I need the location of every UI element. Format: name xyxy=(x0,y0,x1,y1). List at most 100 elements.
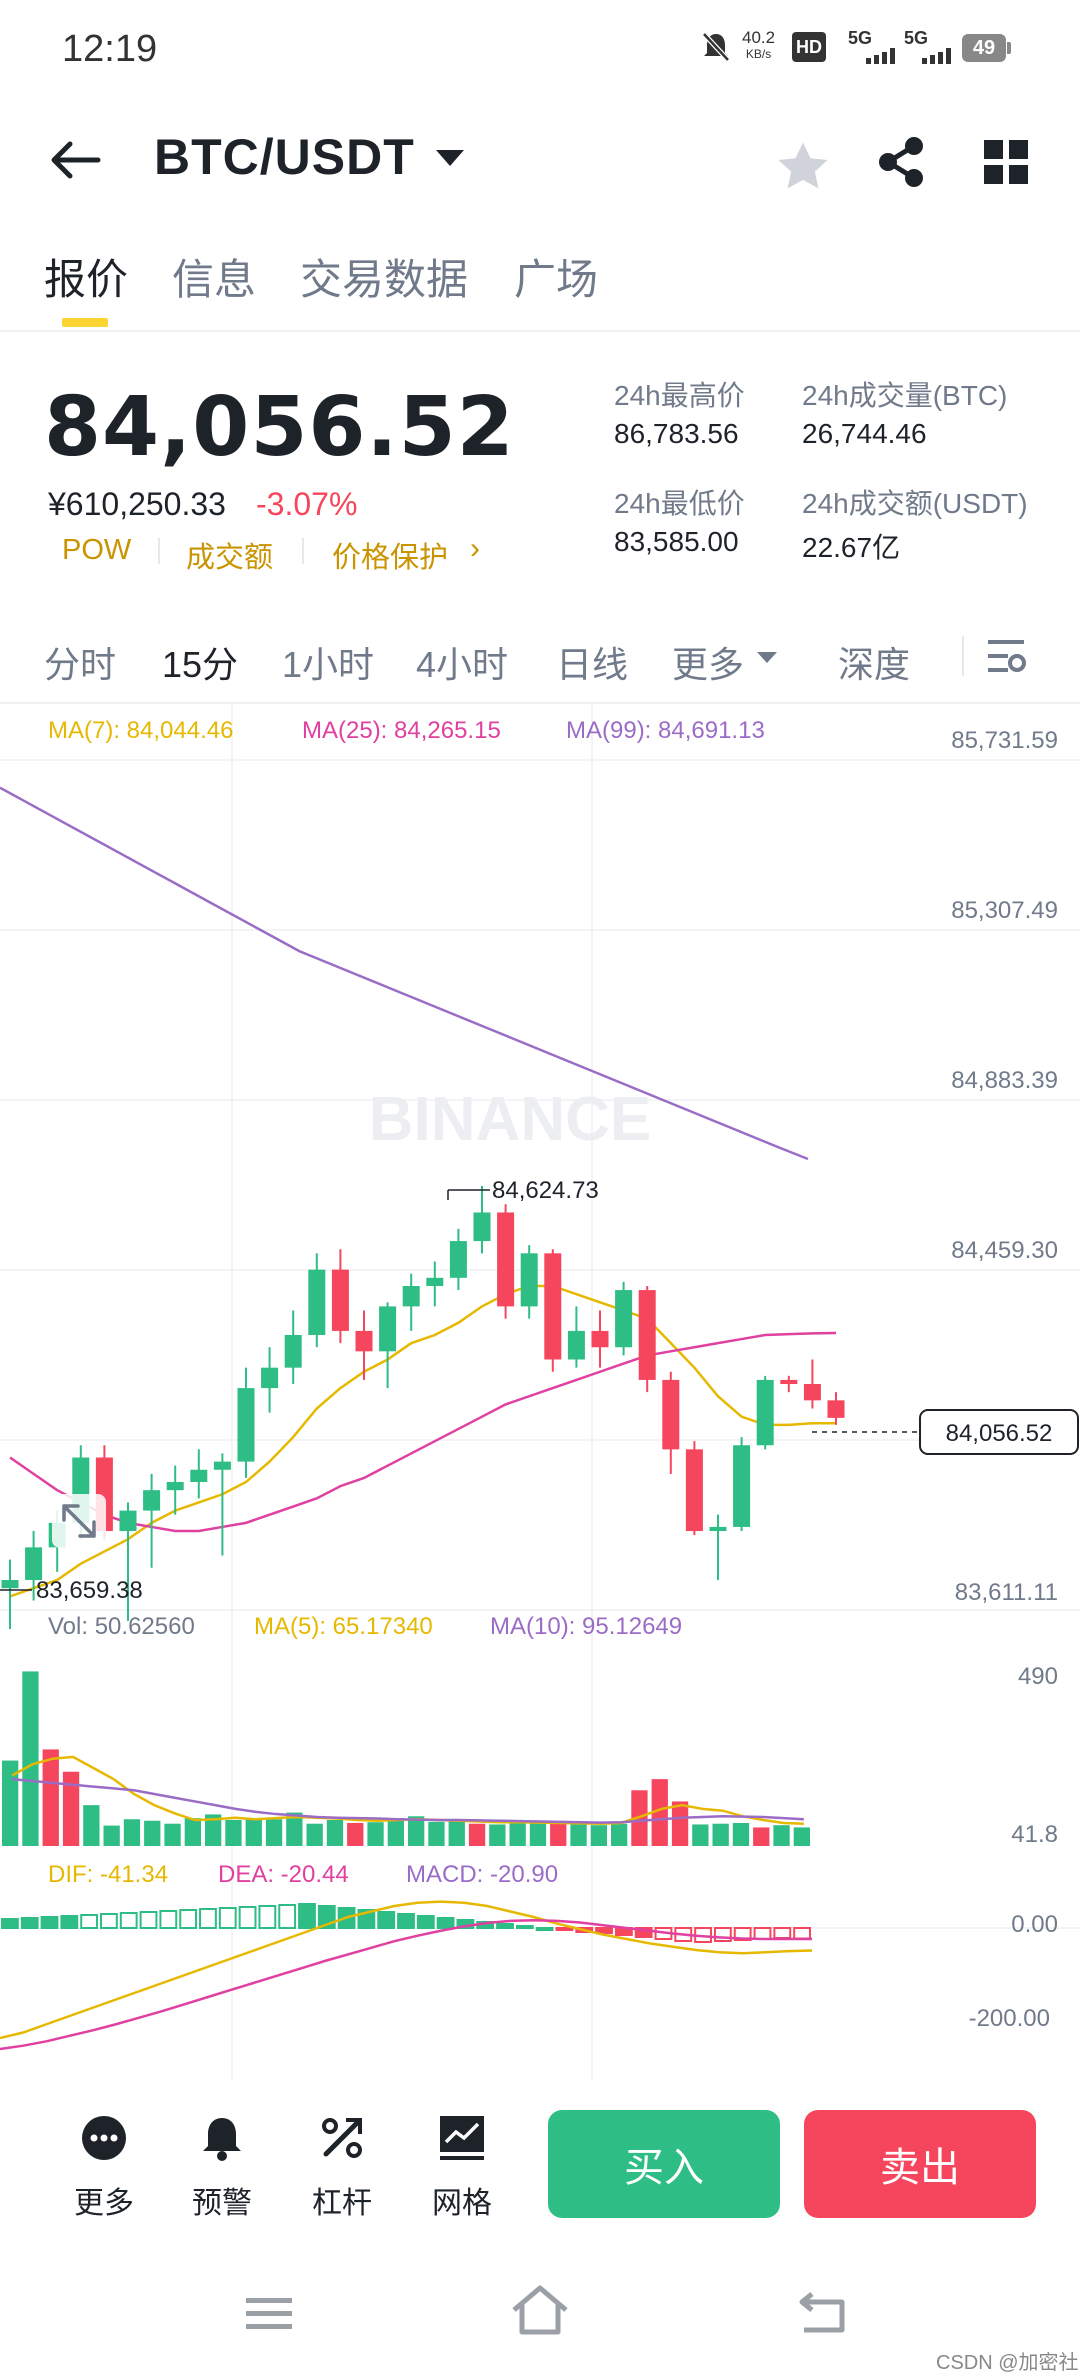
macd-bar xyxy=(119,1912,138,1929)
buy-button[interactable]: 买入 xyxy=(548,2110,780,2218)
interval-separator xyxy=(962,636,964,676)
tag-price-protection[interactable]: 价格保护 xyxy=(332,542,449,574)
signal-5g-1: 5G xyxy=(848,28,873,48)
macd-bar xyxy=(298,1903,316,1929)
volume-bar xyxy=(408,1816,425,1846)
interval-1h[interactable]: 1小时 xyxy=(282,644,375,685)
ma99-line xyxy=(0,786,809,1161)
candle-body xyxy=(709,1526,727,1532)
ma25-line xyxy=(9,1331,837,1533)
bell-icon[interactable] xyxy=(198,2114,246,2162)
tag-pow[interactable]: POW xyxy=(62,534,132,566)
chart-settings-icon[interactable] xyxy=(986,636,1026,676)
macd-bar xyxy=(1,1918,19,1929)
volume-bar xyxy=(245,1818,262,1846)
leverage-icon[interactable] xyxy=(318,2114,366,2162)
favorite-star-icon[interactable] xyxy=(772,136,834,198)
candle-body xyxy=(685,1449,703,1532)
tag-separator xyxy=(302,538,304,564)
macd-bar xyxy=(377,1911,396,1929)
legend-macd: MACD: -20.90 xyxy=(406,1861,558,1888)
tab-info[interactable]: 信息 xyxy=(172,256,257,303)
price-axis-label: 84,459.30 xyxy=(951,1237,1058,1264)
stat-vol-btc-value: 26,744.46 xyxy=(802,418,927,449)
macd-bar xyxy=(179,1909,198,1929)
expand-icon xyxy=(62,1504,96,1538)
macd-bar xyxy=(258,1905,277,1929)
nav-recent-apps-icon[interactable] xyxy=(246,2296,292,2332)
tab-trading-data[interactable]: 交易数据 xyxy=(300,256,469,303)
tab-quote[interactable]: 报价 xyxy=(44,256,129,303)
ma7-line xyxy=(9,1284,836,1598)
macd-bar xyxy=(40,1916,59,1929)
volume-bar xyxy=(550,1823,567,1846)
volume-bar xyxy=(265,1819,283,1846)
candle-body xyxy=(261,1367,279,1389)
battery-icon: 49 xyxy=(962,34,1006,62)
volume-bar xyxy=(651,1779,668,1846)
macd-bar xyxy=(555,1927,574,1931)
kline-chart[interactable]: BINANCE MA(7): 84,044.46 MA(25): 84,265.… xyxy=(0,704,1080,2080)
candle-body xyxy=(567,1330,585,1360)
expand-chart-button[interactable] xyxy=(52,1494,106,1548)
share-icon[interactable] xyxy=(872,132,932,192)
candle-body xyxy=(402,1285,420,1307)
action-alert-label[interactable]: 预警 xyxy=(192,2187,252,2220)
macd-bar xyxy=(238,1906,257,1929)
volume-bar xyxy=(529,1822,547,1846)
grid-trading-icon[interactable] xyxy=(438,2114,486,2162)
macd-bar xyxy=(80,1914,99,1929)
status-time: 12:19 xyxy=(62,28,158,70)
sell-button[interactable]: 卖出 xyxy=(804,2110,1036,2218)
volume-bar xyxy=(42,1749,59,1846)
macd-bar xyxy=(416,1915,435,1929)
volume-bars xyxy=(2,1671,810,1846)
macd-bar xyxy=(515,1925,534,1929)
macd-bar xyxy=(436,1917,455,1929)
nav-home-icon[interactable] xyxy=(510,2284,570,2336)
volume-bar xyxy=(692,1824,709,1846)
tab-square[interactable]: 广场 xyxy=(514,256,599,303)
interval-4h[interactable]: 4小时 xyxy=(416,644,509,685)
macd-bar xyxy=(496,1923,514,1929)
macd-bar xyxy=(753,1927,772,1940)
interval-1d[interactable]: 日线 xyxy=(556,644,629,685)
layout-grid-icon[interactable] xyxy=(984,140,1028,184)
tag-turnover[interactable]: 成交额 xyxy=(186,542,274,574)
pair-dropdown-icon[interactable] xyxy=(436,150,464,166)
signal-bars-1-icon xyxy=(866,48,895,64)
pair-title[interactable]: BTC/USDT xyxy=(154,129,415,185)
action-more-label[interactable]: 更多 xyxy=(74,2187,134,2220)
legend-ma7: MA(7): 84,044.46 xyxy=(48,717,233,744)
volume-ma10-line xyxy=(12,1777,804,1824)
volume-bar xyxy=(671,1801,689,1846)
volume-bar xyxy=(732,1822,750,1846)
interval-depth[interactable]: 深度 xyxy=(838,644,911,685)
more-icon[interactable] xyxy=(80,2114,128,2162)
interval-more[interactable]: 更多 xyxy=(672,644,745,685)
volume-bar xyxy=(509,1821,526,1846)
volume-bar xyxy=(367,1822,384,1846)
candle-body xyxy=(662,1379,680,1450)
macd-bar xyxy=(595,1927,613,1934)
current-price-tag: 84,056.52 xyxy=(946,1420,1053,1447)
volume-bar xyxy=(468,1823,486,1846)
macd-bar xyxy=(397,1913,415,1929)
candle-body xyxy=(827,1400,845,1418)
interval-15m[interactable]: 15分 xyxy=(162,644,239,685)
back-arrow-icon[interactable] xyxy=(48,140,104,180)
action-leverage-label[interactable]: 杠杆 xyxy=(312,2187,372,2220)
macd-bar xyxy=(139,1911,158,1929)
nav-back-icon[interactable] xyxy=(798,2290,848,2334)
macd-bar xyxy=(535,1927,554,1931)
macd-bar xyxy=(793,1927,812,1940)
battery-tip xyxy=(1007,42,1011,54)
more-dropdown-icon[interactable] xyxy=(757,652,777,663)
volume-bar xyxy=(773,1825,790,1846)
interval-line[interactable]: 分时 xyxy=(44,644,117,685)
action-grid-label[interactable]: 网格 xyxy=(432,2187,492,2220)
interval-divider xyxy=(0,702,1080,704)
stat-vol-usdt-label: 24h成交额(USDT) xyxy=(802,488,1028,519)
chevron-right-icon[interactable]: › xyxy=(470,532,480,565)
macd-bar xyxy=(60,1915,79,1929)
